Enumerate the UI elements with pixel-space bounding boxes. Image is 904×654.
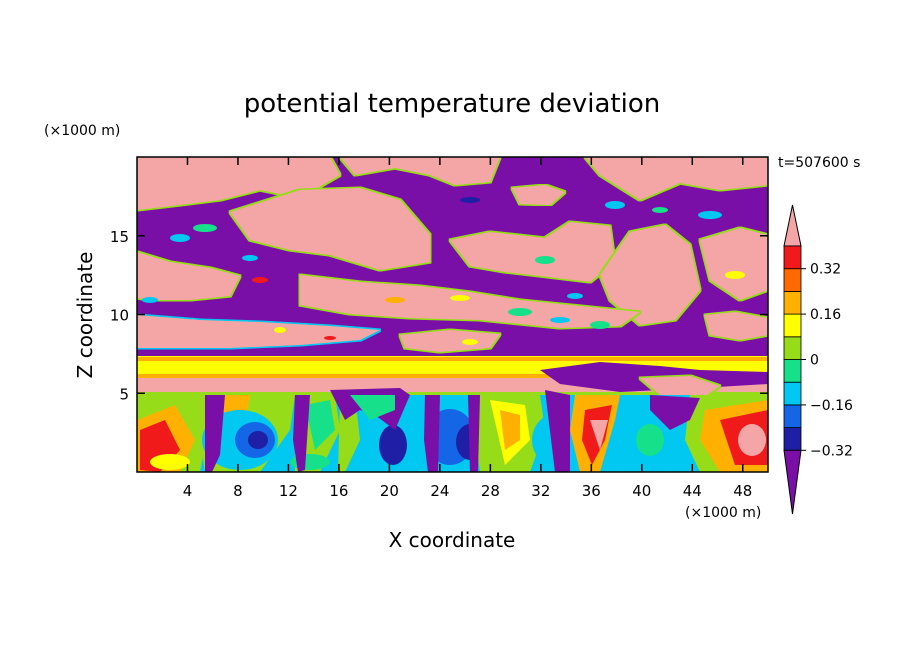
field-patch: [705, 312, 768, 340]
time-label: t=507600 s: [778, 155, 860, 171]
field-patch: [535, 256, 555, 264]
field-patch: [137, 374, 768, 378]
x-tick-label: 32: [531, 482, 550, 500]
field-patch: [305, 400, 335, 450]
field-patch: [636, 424, 664, 456]
field-patch: [738, 424, 766, 456]
field-patch: [512, 185, 565, 205]
x-tick-label: 24: [430, 482, 449, 500]
field-patch: [590, 420, 608, 450]
field-patch: [137, 392, 768, 395]
field-patch: [450, 222, 615, 282]
field-patch: [650, 395, 700, 430]
field-patch: [379, 425, 407, 465]
field-patch: [700, 228, 768, 300]
field-patch: [137, 157, 340, 210]
colorbar-label: 0.32: [810, 262, 841, 278]
colorbar-label: 0: [810, 353, 819, 369]
field-patch: [142, 297, 158, 303]
field-patch: [462, 339, 478, 345]
colorbar-swatch: [783, 359, 802, 383]
field-patch: [400, 330, 500, 352]
colorbar-label: −0.16: [810, 398, 853, 414]
y-tick-label: 15: [110, 228, 129, 246]
field-patch: [350, 395, 395, 420]
x-tick-label: 36: [582, 482, 601, 500]
y-axis-title: Z coordinate: [73, 252, 97, 379]
field-patch: [242, 255, 258, 261]
field-patch: [252, 277, 268, 283]
field-patch: [248, 431, 268, 449]
field-patch: [170, 234, 190, 242]
field-patch: [300, 275, 640, 328]
x-tick-label: 16: [329, 482, 348, 500]
x-unit-label: (×1000 m): [685, 505, 761, 521]
field-patch: [725, 271, 745, 279]
field-patch: [450, 295, 470, 301]
x-tick-label: 44: [683, 482, 702, 500]
colorbar-label: 0.16: [810, 307, 841, 323]
field-patch: [274, 327, 286, 333]
chart-title: potential temperature deviation: [244, 89, 660, 119]
field-patch: [385, 297, 405, 303]
field-patch: [590, 321, 610, 329]
heatmap-field: [137, 157, 768, 472]
x-tick-label: 40: [632, 482, 651, 500]
x-axis: 4 8 12 16 20 24 28 32 36 40 44 48: [183, 157, 752, 500]
field-patch: [468, 395, 480, 472]
field-patch: [605, 201, 625, 209]
colorbar-extend-min: [783, 449, 802, 515]
field-patch: [293, 395, 310, 472]
field-patch: [585, 157, 768, 200]
field-patch: [652, 207, 668, 213]
colorbar: 0.32 0.16 0 −0.16 −0.32: [783, 204, 853, 515]
field-patch: [137, 252, 240, 300]
colorbar-swatch: [783, 245, 802, 270]
colorbar-extend-max: [783, 204, 802, 247]
colorbar-swatch: [783, 381, 802, 406]
field-patch: [150, 454, 190, 470]
x-tick-label: 28: [481, 482, 500, 500]
field-patch: [460, 197, 480, 203]
colorbar-swatch: [783, 404, 802, 428]
x-axis-title: X coordinate: [389, 528, 516, 552]
field-patch: [137, 357, 768, 361]
colorbar-swatch: [783, 336, 802, 360]
field-patch: [205, 395, 225, 472]
field-patch: [340, 157, 500, 185]
x-tick-label: 4: [183, 482, 193, 500]
x-tick-label: 48: [733, 482, 752, 500]
field-patch: [600, 225, 700, 325]
y-unit-label: (×1000 m): [44, 123, 120, 139]
field-patch: [545, 390, 570, 472]
field-patch: [698, 211, 722, 219]
field-patch: [324, 336, 336, 340]
field-patch: [640, 376, 720, 400]
field-patch: [550, 317, 570, 323]
field-patch: [137, 315, 380, 348]
x-tick-label: 20: [380, 482, 399, 500]
x-tick-label: 12: [279, 482, 298, 500]
colorbar-swatch: [783, 290, 802, 315]
colorbar-swatch: [783, 427, 802, 451]
y-axis: 5 10 15: [110, 228, 768, 403]
y-tick-label: 5: [119, 385, 129, 403]
colorbar-swatch: [783, 313, 802, 338]
x-tick-label: 8: [233, 482, 243, 500]
field-patch: [508, 308, 532, 316]
y-tick-label: 10: [110, 307, 129, 325]
field-patch: [230, 188, 430, 270]
field-patch: [567, 293, 583, 299]
field-patch: [193, 224, 217, 232]
field-patch: [500, 410, 520, 450]
field-patch: [424, 395, 440, 472]
colorbar-label: −0.32: [810, 443, 853, 459]
colorbar-swatch: [783, 268, 802, 292]
